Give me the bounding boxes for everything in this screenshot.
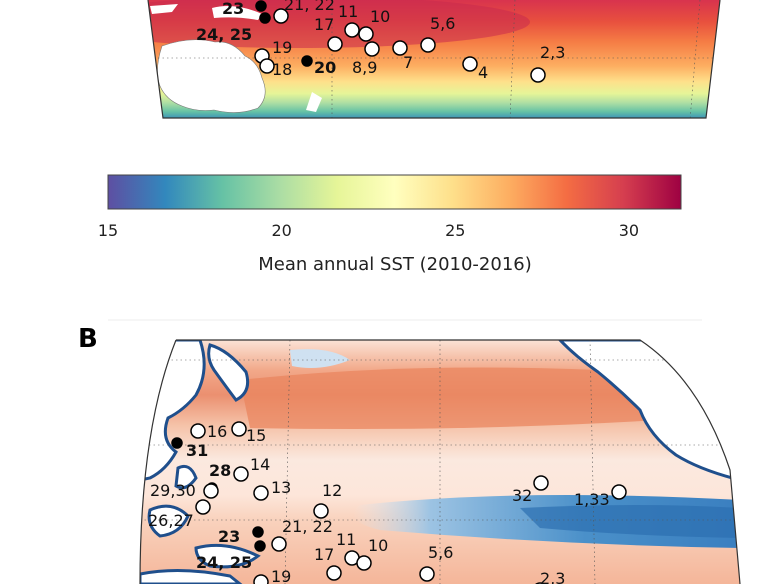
site-label: 28 xyxy=(209,461,231,480)
site-marker xyxy=(530,67,546,83)
site-marker xyxy=(392,40,408,56)
map-b-border xyxy=(139,339,741,584)
site-label: 11 xyxy=(336,530,356,549)
site-marker xyxy=(326,565,342,581)
site-marker xyxy=(358,26,374,42)
site-marker xyxy=(533,475,549,491)
site-label: 15 xyxy=(246,426,266,445)
colorbar-ramp xyxy=(107,174,682,210)
site-label: 12 xyxy=(322,481,342,500)
colorbar-tick-label: 15 xyxy=(98,221,118,240)
new-guinea-b-landmass xyxy=(194,543,261,569)
colorbar: 15 20 25 30 Mean annual SST (2010-2016) xyxy=(98,174,682,275)
site-marker xyxy=(252,526,264,538)
site-label: 17 xyxy=(314,15,334,34)
panel-a-map xyxy=(147,0,721,119)
island-landmass xyxy=(150,4,178,14)
colorbar-tick-label: 20 xyxy=(271,221,291,240)
site-label: 24, 25 xyxy=(196,553,252,572)
site-label: 26,27 xyxy=(148,511,194,530)
colorbar-tick-label: 25 xyxy=(445,221,465,240)
site-label: 10 xyxy=(370,7,390,26)
philippines-landmass xyxy=(174,464,198,490)
site-label: 4 xyxy=(478,63,488,82)
new-guinea-landmass xyxy=(212,6,262,20)
site-marker xyxy=(271,536,287,552)
site-label: 19 xyxy=(272,38,292,57)
site-marker xyxy=(273,8,289,24)
map-a-border xyxy=(147,0,721,119)
site-marker xyxy=(231,421,247,437)
site-marker xyxy=(254,540,266,552)
site-label: 23 xyxy=(222,0,244,18)
panel-a-sites: 23 21, 22 11 10 17 5,6 24, 25 19 18 20 8,9 7 4 2,3 xyxy=(196,0,565,83)
site-label: 1,33 xyxy=(574,490,610,509)
site-label: 29,30 xyxy=(150,481,196,500)
site-marker xyxy=(313,503,329,519)
site-marker xyxy=(253,485,269,501)
site-marker xyxy=(344,22,360,38)
australia-landmass xyxy=(157,39,266,113)
site-label: 21, 22 xyxy=(284,0,335,14)
site-label: 21, 22 xyxy=(282,517,333,536)
site-label: 31 xyxy=(186,441,208,460)
colorbar-title: Mean annual SST (2010-2016) xyxy=(258,254,532,275)
site-label: 13 xyxy=(271,478,291,497)
site-marker xyxy=(364,41,380,57)
site-label: 10 xyxy=(368,536,388,555)
cold-tongue-core xyxy=(520,505,740,538)
warm-pool xyxy=(148,0,530,48)
site-marker xyxy=(611,484,627,500)
site-label: 20 xyxy=(314,58,336,77)
cool-patch-japan xyxy=(290,349,350,368)
graticule-a xyxy=(148,0,720,118)
site-label: 7 xyxy=(403,53,413,72)
site-marker xyxy=(356,555,372,571)
site-label: 24, 25 xyxy=(196,25,252,44)
site-marker xyxy=(462,56,478,72)
site-label: 19 xyxy=(271,567,291,584)
panel-b-map xyxy=(139,339,741,584)
site-label: 2,3 xyxy=(540,569,565,584)
panel-b-label: B xyxy=(78,324,98,354)
site-marker xyxy=(190,423,206,439)
japan-landmass xyxy=(207,343,250,402)
colorbar-ticks: 15 20 25 30 xyxy=(98,221,639,240)
site-marker xyxy=(195,499,211,515)
site-label: 11 xyxy=(338,2,358,21)
site-label: 17 xyxy=(314,545,334,564)
site-label: 5,6 xyxy=(430,14,455,33)
colorbar-tick-label: 30 xyxy=(619,221,639,240)
site-label: 32 xyxy=(512,486,532,505)
site-marker xyxy=(259,58,275,74)
site-label: 5,6 xyxy=(428,543,453,562)
site-label: 23 xyxy=(218,527,240,546)
site-marker xyxy=(259,12,271,24)
borneo-landmass xyxy=(147,504,190,538)
site-label: 8,9 xyxy=(352,58,377,77)
site-label: 16 xyxy=(207,422,227,441)
site-marker xyxy=(419,566,435,582)
site-marker xyxy=(233,466,249,482)
site-marker xyxy=(420,37,436,53)
site-marker xyxy=(255,0,267,12)
warm-anomaly-north xyxy=(240,367,660,429)
australia-b-landmass xyxy=(140,568,245,584)
site-marker xyxy=(327,36,343,52)
site-label: 18 xyxy=(272,60,292,79)
site-label: 14 xyxy=(250,455,270,474)
new-zealand-landmass xyxy=(306,92,322,112)
site-marker xyxy=(171,437,183,449)
site-marker xyxy=(203,483,219,499)
site-marker xyxy=(253,574,269,584)
site-marker xyxy=(301,55,313,67)
site-label: 2,3 xyxy=(540,43,565,62)
